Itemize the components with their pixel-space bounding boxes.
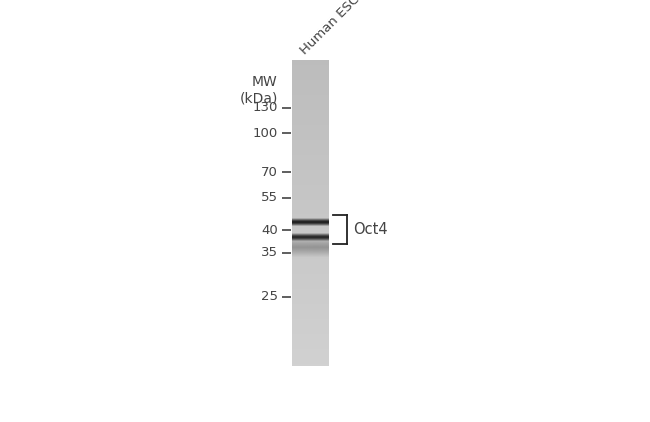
Text: 40: 40 — [261, 224, 278, 236]
Text: 25: 25 — [261, 290, 278, 303]
Text: 70: 70 — [261, 166, 278, 179]
Text: Oct4: Oct4 — [353, 222, 387, 237]
Text: 35: 35 — [261, 246, 278, 259]
Text: Human ESC: Human ESC — [298, 0, 362, 57]
Text: 130: 130 — [252, 101, 278, 114]
Text: MW
(kDa): MW (kDa) — [239, 75, 278, 105]
Text: 55: 55 — [261, 191, 278, 204]
Text: 100: 100 — [252, 127, 278, 140]
